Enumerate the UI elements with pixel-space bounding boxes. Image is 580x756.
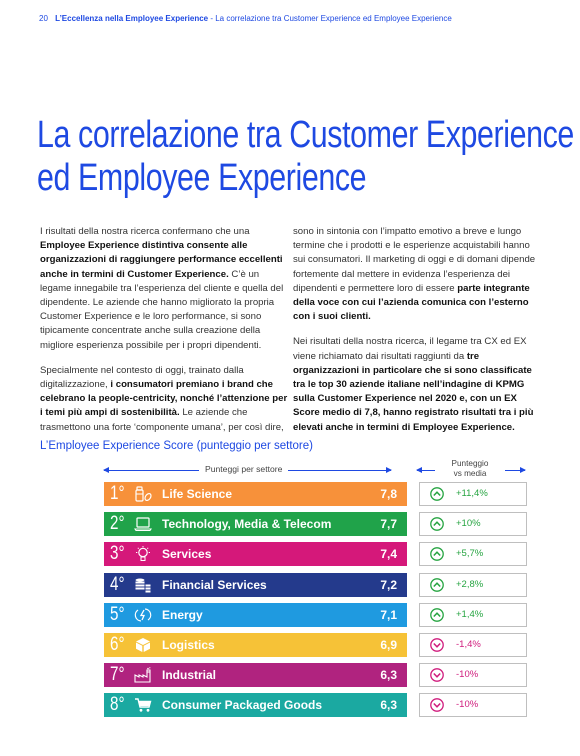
rank-label: 5° — [110, 603, 125, 625]
delta-value: -10% — [456, 699, 479, 711]
rank-label: 8° — [110, 694, 125, 716]
sector-label: Logistics — [162, 637, 215, 652]
arrow-up-circle-icon — [430, 547, 444, 562]
chart-title: L’Employee Experience Score (punteggio p… — [40, 440, 313, 452]
bold-text-run: parte integrante della voce con cui l’az… — [293, 282, 530, 323]
delta-box: +10% — [419, 512, 527, 537]
sector-label: Services — [162, 547, 212, 562]
text-run: Le aziende che trasmettono una forte ‘co… — [40, 407, 284, 433]
text-run: sono in sintonia con l’impatto emotivo a… — [293, 226, 536, 294]
arrow-down-circle-icon — [430, 698, 444, 713]
pills-icon — [134, 486, 152, 502]
score-value: 7,1 — [380, 607, 397, 622]
text-run: C’è un legame innegabile tra l’esperienz… — [40, 268, 284, 351]
arrow-up-circle-icon — [430, 577, 444, 592]
page-title: La correlazione tra Customer Experience … — [37, 114, 574, 200]
score-value: 6,9 — [380, 637, 397, 652]
bold-text-run: i consumatori premiano i brand che celeb… — [40, 379, 288, 419]
bold-text-run: Employee Experience distintiva consente … — [40, 240, 283, 280]
energy-icon — [134, 607, 152, 623]
score-value: 6,3 — [380, 698, 397, 713]
sector-label: Energy — [162, 607, 203, 622]
sector-bar: 8° Consumer Packaged Goods 6,3 — [104, 693, 407, 718]
delta-value: +10% — [456, 518, 481, 530]
sector-label: Consumer Packaged Goods — [162, 698, 323, 713]
score-value: 7,4 — [380, 547, 397, 562]
text-run: Specialmente nel contesto di oggi, train… — [40, 364, 244, 391]
page-title-line-1: La correlazione tra Customer Experience — [37, 114, 574, 156]
delta-box: +2,8% — [419, 572, 527, 597]
delta-value: +5,7% — [456, 548, 484, 560]
sector-bar: 1° Life Science 7,8 — [104, 482, 407, 506]
delta-box: -1,4% — [419, 632, 527, 657]
score-value: 7,8 — [380, 487, 397, 501]
rank-label: 7° — [110, 664, 125, 686]
box-icon — [134, 637, 152, 653]
arrow-up-circle-icon — [430, 487, 444, 501]
column-header-vs-average-label: Punteggio vs media — [435, 459, 505, 479]
score-value: 6,3 — [380, 668, 397, 683]
delta-value: +2,8% — [456, 578, 484, 590]
column-header-scores: Punteggi per settore — [103, 460, 392, 480]
bold-text-run: tre organizzazioni in particolare che si… — [293, 350, 534, 433]
column-header-vs-average: Punteggio vs media — [416, 457, 526, 483]
page-title-line-2: ed Employee Experience — [37, 157, 367, 199]
page-number: 20 — [39, 14, 48, 23]
delta-box: +5,7% — [419, 542, 527, 567]
paragraph: sono in sintonia con l’impatto emotivo a… — [293, 225, 543, 324]
sector-bar: 6° Logistics 6,9 — [104, 632, 407, 657]
rank-label: 4° — [110, 573, 125, 595]
sector-bar: 3° Services 7,4 — [104, 542, 407, 567]
rank-label: 2° — [110, 513, 125, 535]
sector-label: Financial Services — [162, 577, 267, 592]
header-line: vs media — [453, 469, 487, 478]
rank-label: 3° — [110, 543, 125, 565]
running-header: 20 L’Eccellenza nella Employee Experienc… — [39, 14, 452, 23]
header-subtitle: La correlazione tra Customer Experience … — [215, 14, 452, 23]
delta-value: +11,4% — [456, 488, 488, 499]
sector-bar: 5° Energy 7,1 — [104, 602, 407, 627]
paragraph: I risultati della nostra ricerca conferm… — [40, 225, 290, 353]
section-name: L’Eccellenza nella Employee Experience — [55, 14, 209, 23]
sector-label: Industrial — [162, 668, 217, 683]
delta-box: -10% — [419, 693, 527, 718]
delta-value: -1,4% — [456, 638, 481, 650]
rank-label: 6° — [110, 633, 125, 655]
text-run: Nei risultati della nostra ricerca, il l… — [293, 336, 527, 362]
sector-bar: 7° Industrial 6,3 — [104, 663, 407, 688]
text-column-left: I risultati della nostra ricerca conferm… — [40, 225, 290, 446]
factory-icon — [134, 667, 152, 683]
delta-box: +11,4% — [419, 482, 527, 506]
column-header-scores-label: Punteggi per settore — [199, 464, 289, 474]
lightbulb-icon — [134, 546, 152, 562]
delta-value: -10% — [456, 669, 479, 681]
arrow-down-circle-icon — [430, 668, 444, 682]
header-separator: - — [208, 14, 216, 23]
sector-bar: 2° Technology, Media & Telecom 7,7 — [104, 512, 407, 537]
text-run: I risultati della nostra ricerca conferm… — [40, 226, 250, 237]
paragraph: Specialmente nel contesto di oggi, train… — [40, 364, 290, 435]
coins-icon — [134, 577, 152, 593]
arrow-up-circle-icon — [430, 517, 444, 532]
score-value: 7,7 — [380, 517, 397, 532]
arrow-up-circle-icon — [430, 607, 444, 622]
laptop-icon — [133, 516, 153, 532]
score-value: 7,2 — [380, 577, 397, 592]
delta-box: +1,4% — [419, 602, 527, 627]
sector-label: Technology, Media & Telecom — [162, 517, 332, 532]
paragraph: Nei risultati della nostra ricerca, il l… — [293, 335, 543, 434]
header-line: Punteggio — [451, 459, 489, 468]
delta-value: +1,4% — [456, 608, 484, 620]
delta-box: -10% — [419, 663, 527, 688]
sector-bar: 4° Financial Services 7,2 — [104, 572, 407, 597]
rank-label: 1° — [110, 483, 125, 504]
text-column-right: sono in sintonia con l’impatto emotivo a… — [293, 225, 543, 446]
arrow-down-circle-icon — [430, 638, 444, 652]
sector-label: Life Science — [162, 487, 233, 501]
cart-icon — [134, 697, 152, 713]
